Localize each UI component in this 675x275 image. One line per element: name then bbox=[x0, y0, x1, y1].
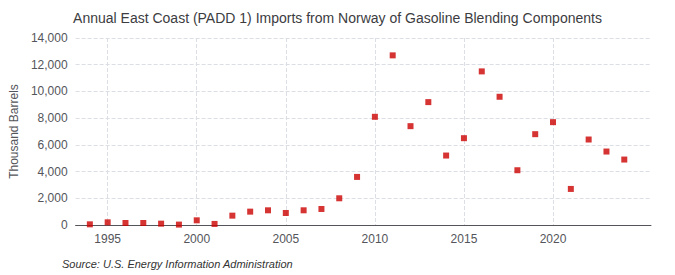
svg-text:14,000: 14,000 bbox=[31, 31, 68, 45]
svg-text:Annual East Coast (PADD 1) Imp: Annual East Coast (PADD 1) Imports from … bbox=[73, 10, 602, 26]
svg-text:2020: 2020 bbox=[540, 232, 567, 246]
svg-text:1995: 1995 bbox=[94, 232, 121, 246]
svg-text:4,000: 4,000 bbox=[38, 165, 68, 179]
svg-text:2005: 2005 bbox=[272, 232, 299, 246]
svg-text:6,000: 6,000 bbox=[38, 138, 68, 152]
svg-text:2,000: 2,000 bbox=[38, 191, 68, 205]
svg-text:8,000: 8,000 bbox=[38, 111, 68, 125]
svg-text:0: 0 bbox=[61, 218, 68, 232]
svg-text:12,000: 12,000 bbox=[31, 58, 68, 72]
svg-text:10,000: 10,000 bbox=[31, 84, 68, 98]
svg-text:Source: U.S. Energy Informatio: Source: U.S. Energy Information Administ… bbox=[62, 258, 293, 270]
svg-text:2000: 2000 bbox=[183, 232, 210, 246]
svg-text:2015: 2015 bbox=[451, 232, 478, 246]
svg-text:Thousand Barrels: Thousand Barrels bbox=[7, 84, 21, 179]
svg-text:2010: 2010 bbox=[362, 232, 389, 246]
